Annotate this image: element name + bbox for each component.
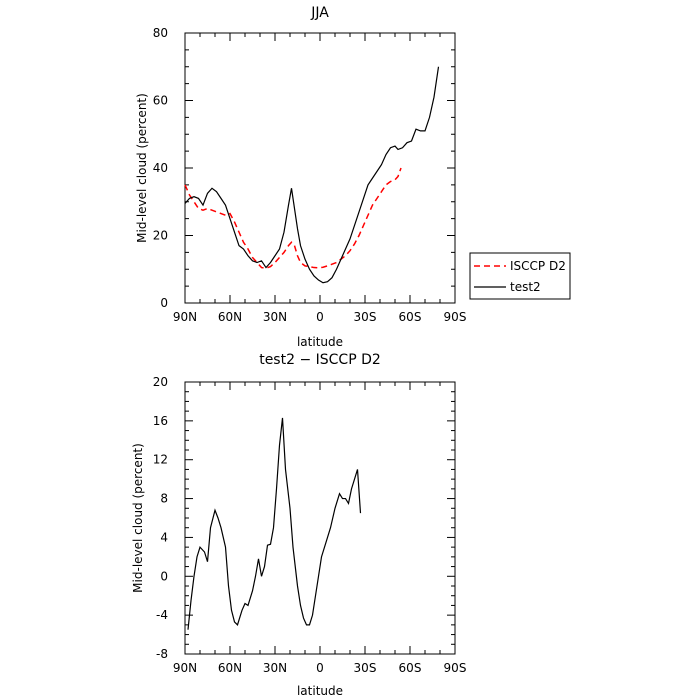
bottom-xtick-label: 30S (354, 661, 377, 675)
bottom-ytick-label: 8 (160, 492, 168, 506)
top-xtick-label: 30S (354, 310, 377, 324)
bottom-chart-title: test2 − ISCCP D2 (259, 352, 381, 368)
legend: ISCCP D2 test2 (469, 252, 571, 300)
bottom-xtick-label: 0 (316, 661, 324, 675)
top-xtick-label: 30N (263, 310, 287, 324)
top-ytick-label: 0 (160, 296, 168, 310)
top-chart-title: JJA (310, 5, 329, 21)
top-ytick-label: 20 (153, 229, 168, 243)
top-ytick-label: 60 (153, 94, 168, 108)
top-chart: JJA 90N 60N 30N 0 30S 60S 90S 0 20 40 60 80 latitud… (135, 5, 466, 349)
bottom-ytick-label: 16 (153, 414, 168, 428)
top-xtick-label: 0 (316, 310, 324, 324)
top-ytick-label: 80 (153, 26, 168, 40)
top-xtick-label: 60S (399, 310, 422, 324)
bottom-chart-series (187, 417, 362, 630)
bottom-series-difference-line (187, 417, 362, 630)
legend-box (469, 252, 571, 300)
bottom-xtick-label: 30N (263, 661, 287, 675)
top-chart-series (184, 66, 440, 284)
bottom-chart-ticks: 90N 60N 30N 0 30S 60S 90S -8 -4 0 4 8 12 16 20 (153, 375, 467, 675)
top-series-test2-line (184, 66, 440, 284)
bottom-ytick-label: -8 (156, 647, 168, 661)
top-chart-xlabel: latitude (297, 335, 343, 349)
bottom-chart-ylabel: Mid-level cloud (percent) (131, 443, 145, 593)
bottom-ytick-label: 12 (153, 453, 168, 467)
legend-test2-label: test2 (510, 280, 541, 294)
bottom-ytick-label: 0 (160, 569, 168, 583)
top-chart-frame (184, 32, 456, 304)
bottom-ytick-label: -4 (156, 608, 168, 622)
bottom-chart-xlabel: latitude (297, 684, 343, 698)
top-chart-ticks: 90N 60N 30N 0 30S 60S 90S 0 20 40 60 80 (153, 26, 467, 324)
bottom-chart: test2 − ISCCP D2 90N 60N 30N 0 30S 60S 90S -8 -4… (131, 352, 466, 698)
top-ytick-label: 40 (153, 161, 168, 175)
legend-isccp-label: ISCCP D2 (510, 259, 566, 273)
bottom-ytick-label: 4 (160, 530, 168, 544)
bottom-xtick-label: 60S (399, 661, 422, 675)
top-xtick-label: 90N (173, 310, 197, 324)
bottom-xtick-label: 90S (444, 661, 467, 675)
top-xtick-label: 60N (218, 310, 242, 324)
bottom-ytick-label: 20 (153, 375, 168, 389)
bottom-xtick-label: 60N (218, 661, 242, 675)
top-xtick-label: 90S (444, 310, 467, 324)
top-series-isccp-d2-line (184, 167, 402, 270)
top-chart-ylabel: Mid-level cloud (percent) (135, 93, 149, 243)
bottom-xtick-label: 90N (173, 661, 197, 675)
bottom-chart-frame (184, 381, 456, 655)
